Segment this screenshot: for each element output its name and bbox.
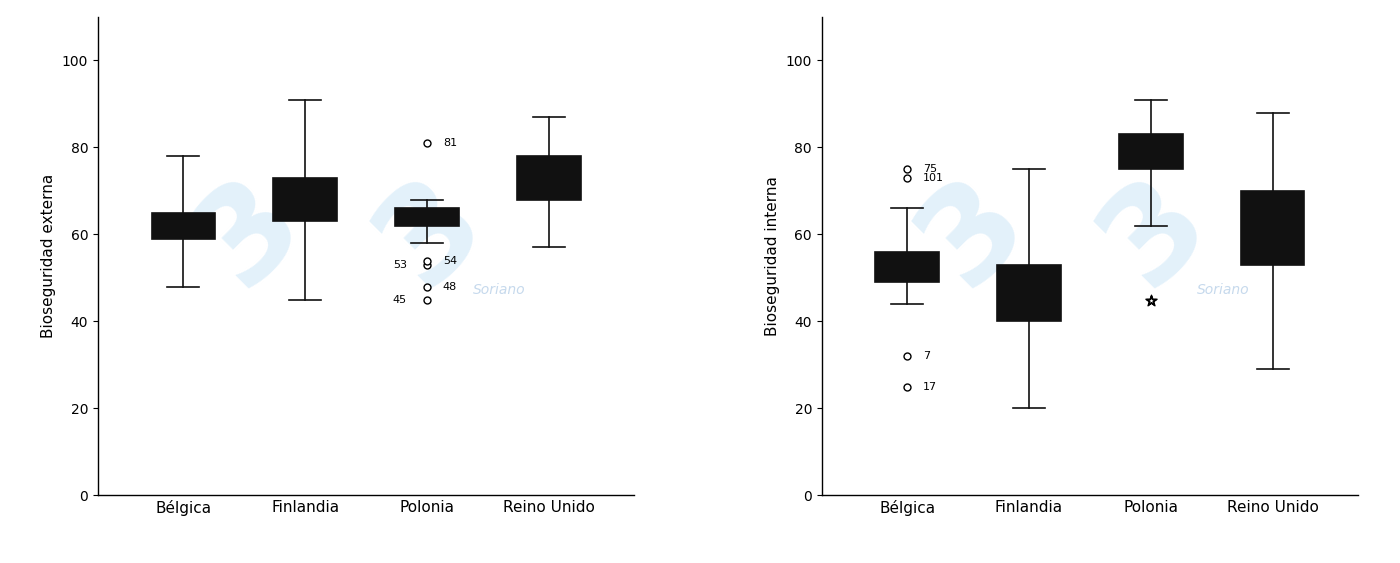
Text: 54: 54 [442, 256, 456, 266]
Text: 75: 75 [923, 164, 937, 174]
Text: 45: 45 [393, 294, 407, 305]
Y-axis label: Bioseguridad interna: Bioseguridad interna [766, 176, 780, 336]
PathPatch shape [1119, 135, 1183, 169]
PathPatch shape [517, 156, 581, 200]
PathPatch shape [875, 252, 939, 282]
Text: 101: 101 [923, 173, 944, 183]
Text: Soriano: Soriano [473, 283, 526, 297]
Y-axis label: Bioseguridad externa: Bioseguridad externa [42, 174, 56, 338]
Text: 3: 3 [895, 155, 1050, 310]
Text: 81: 81 [442, 138, 456, 148]
Text: 17: 17 [923, 382, 937, 392]
Text: 3: 3 [1077, 155, 1232, 310]
PathPatch shape [395, 208, 459, 226]
Text: 53: 53 [393, 260, 407, 270]
Text: 3: 3 [171, 155, 326, 310]
Text: Soriano: Soriano [1197, 283, 1250, 297]
PathPatch shape [151, 213, 216, 239]
Text: 3: 3 [353, 155, 508, 310]
Text: 48: 48 [442, 282, 458, 292]
Text: 7: 7 [923, 351, 930, 361]
PathPatch shape [1240, 191, 1305, 265]
PathPatch shape [273, 178, 337, 221]
PathPatch shape [997, 265, 1061, 321]
